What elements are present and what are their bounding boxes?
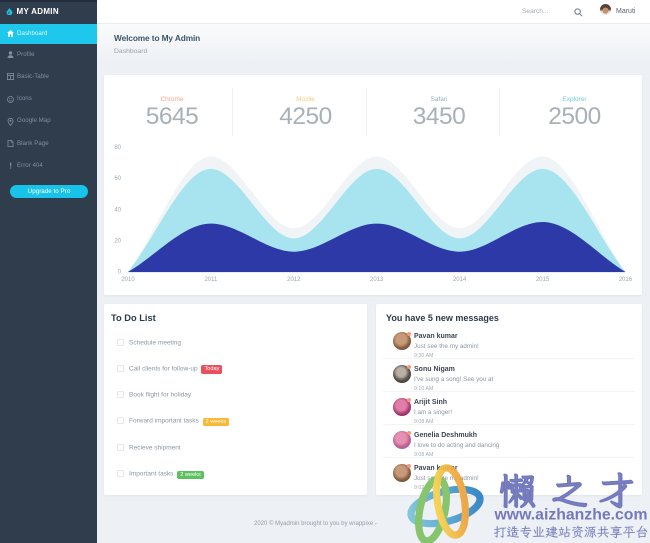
svg-text:2010: 2010	[121, 277, 135, 283]
svg-text:2016: 2016	[619, 277, 633, 283]
svg-text:2011: 2011	[204, 277, 218, 283]
svg-text:2014: 2014	[453, 277, 467, 283]
svg-text:2015: 2015	[536, 277, 550, 283]
svg-text:40: 40	[114, 208, 121, 214]
svg-text:60: 60	[114, 176, 121, 182]
svg-text:80: 80	[114, 145, 121, 151]
svg-text:www.aizhanzhe.com: www.aizhanzhe.com	[493, 507, 647, 524]
svg-text:2013: 2013	[370, 277, 384, 283]
svg-text:20: 20	[114, 239, 121, 245]
svg-text:2012: 2012	[287, 277, 301, 283]
svg-text:0: 0	[118, 270, 122, 276]
